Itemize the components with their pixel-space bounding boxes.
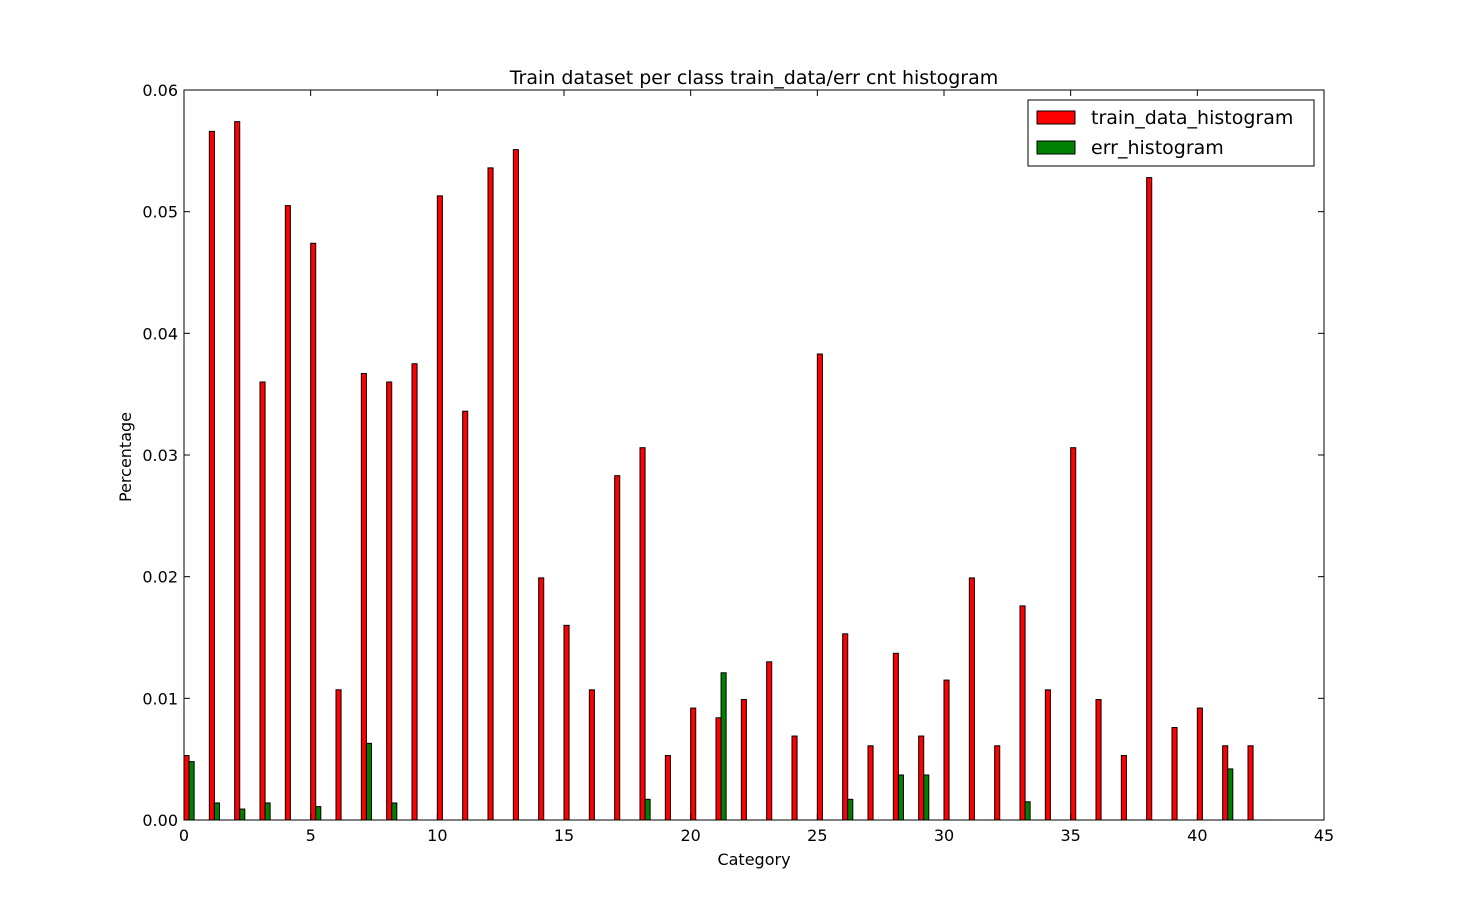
y-tick-label: 0.01 (142, 689, 178, 708)
x-tick-label: 15 (554, 826, 574, 845)
ticks-layer: 0 5 10 15 20 25 30 35 40 45 0.00 0.01 0.02 0.03 0.04 0.… (142, 81, 1334, 845)
err-bar-0 (188, 761, 195, 821)
y-tick-label: 0.03 (142, 446, 178, 465)
train-bar-18 (639, 447, 646, 821)
train-bar-26 (842, 633, 849, 821)
x-tick-label: 0 (179, 826, 189, 845)
err-bar-3 (264, 802, 271, 821)
err-bar-1 (213, 802, 220, 821)
legend-swatch-err (1036, 140, 1076, 155)
train-bar-5 (310, 242, 317, 821)
train-bar-20 (690, 707, 697, 821)
err-bar-5 (315, 806, 322, 821)
x-tick-label: 20 (680, 826, 700, 845)
train-bar-33 (1019, 605, 1026, 821)
y-tick-label: 0.02 (142, 568, 178, 587)
train-bar-4 (284, 205, 291, 821)
train-bar-23 (766, 661, 773, 821)
train-bar-35 (1070, 447, 1077, 821)
x-tick-label: 5 (306, 826, 316, 845)
legend-label-err: err_histogram (1091, 137, 1224, 159)
train-bar-25 (816, 353, 823, 821)
train-bar-3 (259, 381, 266, 821)
train-bar-6 (335, 689, 342, 821)
train-bar-8 (386, 381, 393, 821)
train-bar-37 (1120, 755, 1127, 821)
x-tick-label: 30 (934, 826, 954, 845)
legend-label-train: train_data_histogram (1091, 107, 1293, 129)
train-bar-21 (715, 717, 722, 821)
y-tick-label: 0.06 (142, 81, 178, 100)
y-tick-label: 0.04 (142, 324, 178, 343)
train-bar-17 (614, 475, 621, 821)
train-bar-28 (892, 652, 899, 821)
train-bar-24 (791, 735, 798, 821)
err-bar-2 (239, 808, 246, 821)
plot-frame (183, 89, 1325, 821)
train-bar-22 (740, 699, 747, 821)
train-bar-39 (1171, 727, 1178, 821)
legend: train_data_histogram err_histogram (1027, 99, 1315, 167)
y-axis-label: Percentage (116, 412, 135, 502)
train-bar-42 (1247, 745, 1254, 821)
legend-box (1027, 99, 1315, 167)
train-bar-27 (867, 745, 874, 821)
err-bar-8 (391, 802, 398, 821)
chart-title: Train dataset per class train_data/err c… (509, 67, 999, 89)
train-bar-14 (538, 577, 545, 821)
train-bar-0 (183, 755, 190, 821)
err-bar-41 (1227, 768, 1234, 821)
train-bar-38 (1146, 177, 1153, 821)
err-bar-28 (897, 774, 904, 821)
bars-layer (183, 121, 1254, 821)
train-bar-40 (1196, 707, 1203, 821)
err-bar-18 (644, 798, 651, 821)
err-bar-7 (365, 742, 372, 821)
y-tick-label: 0.05 (142, 203, 178, 222)
train-bar-29 (918, 735, 925, 821)
train-bar-1 (208, 130, 215, 821)
train-bar-9 (411, 363, 418, 821)
train-bar-16 (588, 689, 595, 821)
x-tick-label: 35 (1060, 826, 1080, 845)
y-tick-label: 0.00 (142, 811, 178, 830)
train-bar-12 (487, 167, 494, 821)
err-bar-29 (923, 774, 930, 821)
train-bar-30 (943, 679, 950, 821)
train-bar-2 (234, 121, 241, 821)
x-tick-label: 25 (807, 826, 827, 845)
train-bar-41 (1222, 745, 1229, 821)
train-bar-13 (512, 149, 519, 821)
legend-swatch-train (1036, 110, 1076, 125)
train-bar-34 (1044, 689, 1051, 821)
train-bar-10 (436, 195, 443, 821)
train-bar-7 (360, 372, 367, 821)
x-tick-label: 45 (1314, 826, 1334, 845)
train-bar-36 (1095, 699, 1102, 821)
err-bar-21 (720, 672, 727, 821)
err-bar-26 (847, 798, 854, 821)
train-bar-32 (994, 745, 1001, 821)
x-axis-label: Category (717, 850, 790, 869)
x-tick-label: 40 (1187, 826, 1207, 845)
train-bar-11 (462, 410, 469, 821)
train-bar-31 (968, 577, 975, 821)
x-tick-label: 10 (427, 826, 447, 845)
train-bar-15 (563, 624, 570, 821)
train-bar-19 (664, 755, 671, 821)
err-bar-33 (1024, 801, 1031, 821)
